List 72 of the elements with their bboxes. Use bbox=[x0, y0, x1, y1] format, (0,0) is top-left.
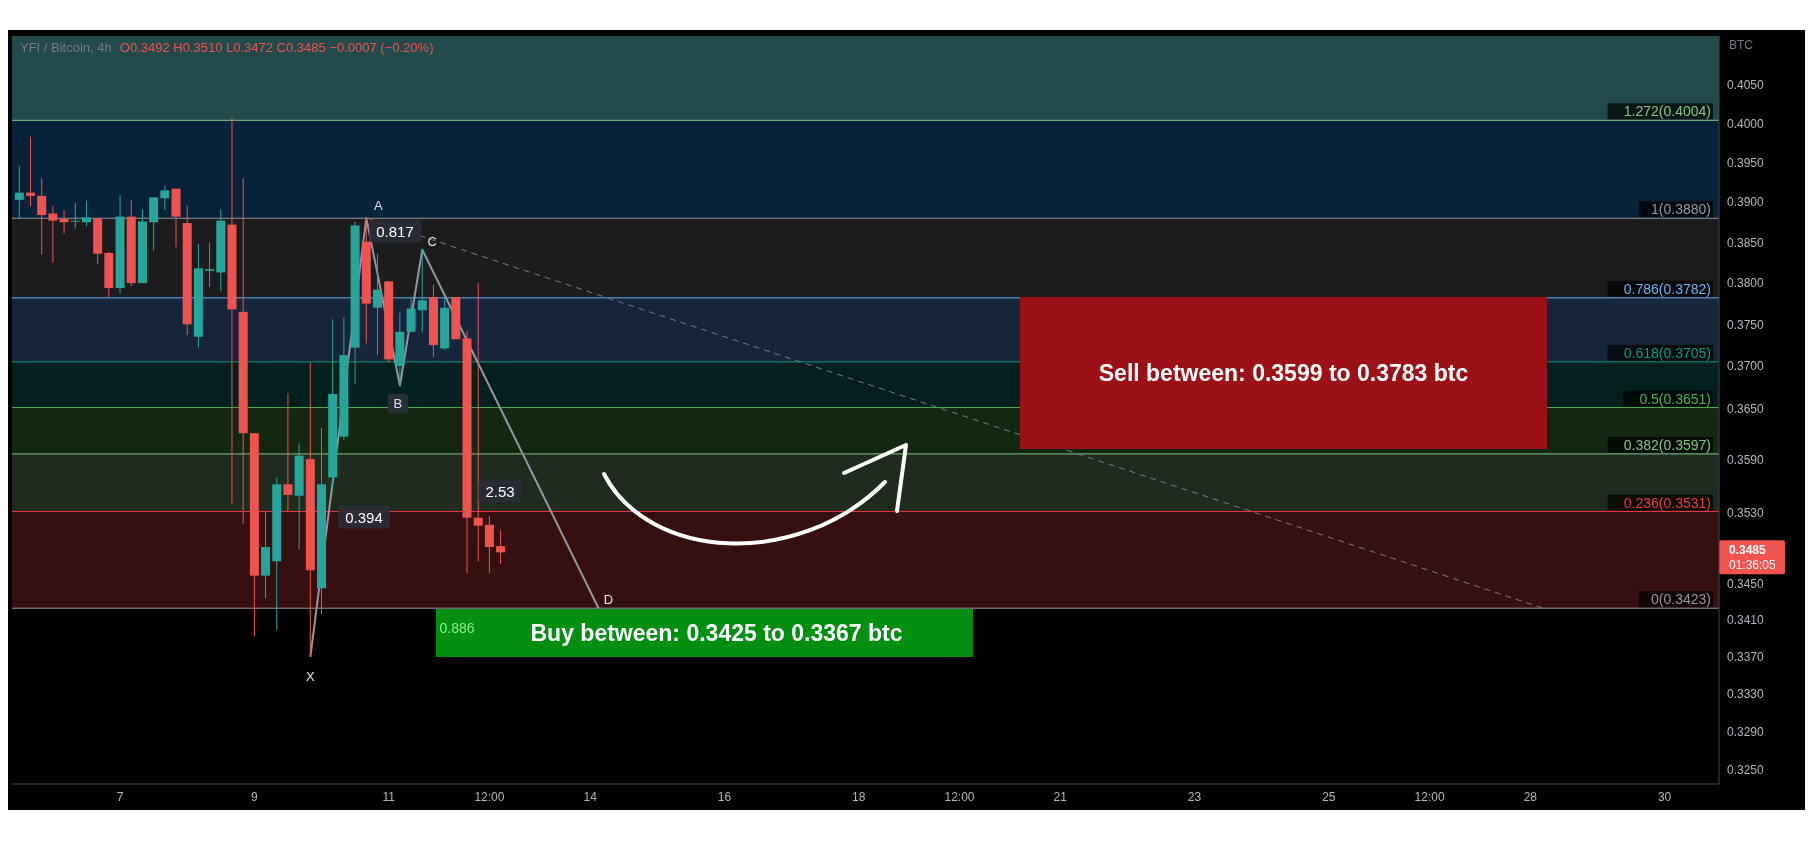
candlestick bbox=[48, 205, 58, 264]
candlestick bbox=[70, 202, 80, 230]
annotation: O0.3492 H0.3510 L0.3472 C0.3485 −0.0007 (−0.20%) bbox=[119, 40, 434, 55]
sell-box: Sell between: 0.3599 to 0.3783 btc bbox=[1020, 297, 1547, 449]
ref-line-label: 0.382(0.3597) bbox=[1623, 436, 1711, 453]
x-tick-label: 25 bbox=[1322, 789, 1336, 804]
annotation: 0.817 bbox=[369, 219, 421, 243]
x-tick-label: 28 bbox=[1523, 789, 1538, 804]
y-tick-label: 0.3590 bbox=[1727, 453, 1765, 468]
x-tick-label: 9 bbox=[251, 789, 259, 804]
annotation: 0.394 bbox=[338, 505, 390, 529]
candlestick bbox=[496, 529, 506, 565]
y-tick-label: 0.3650 bbox=[1727, 401, 1765, 416]
x-tick-label: 11 bbox=[382, 789, 396, 804]
candlestick bbox=[59, 209, 69, 235]
text: 0.3485 bbox=[1729, 543, 1767, 558]
y-tick-label: 0.3750 bbox=[1727, 317, 1765, 332]
y-tick-label: 0.3530 bbox=[1727, 505, 1765, 520]
candlestick bbox=[372, 253, 382, 356]
candlestick bbox=[205, 241, 215, 288]
candlestick bbox=[473, 282, 483, 562]
ref-line-label: 0(0.3423) bbox=[1651, 591, 1711, 608]
candlestick bbox=[26, 136, 36, 207]
annotation: Sell between: 0.3599 to 0.3783 btc bbox=[1098, 359, 1469, 387]
y-tick-label: 0.3850 bbox=[1727, 235, 1765, 250]
ref-line-label: 1.272(0.4004) bbox=[1623, 103, 1711, 120]
x-tick-label: 21 bbox=[1053, 789, 1068, 804]
x-tick-label: 18 bbox=[852, 789, 866, 804]
x-tick-label: 7 bbox=[116, 789, 124, 804]
ref-line-label: 0.618(0.3705) bbox=[1623, 344, 1711, 361]
y-tick-label: 0.3450 bbox=[1727, 577, 1765, 592]
x-tick-label: 23 bbox=[1187, 789, 1202, 804]
text: 01:36:05 bbox=[1729, 558, 1777, 573]
annotation: 2.53 bbox=[478, 479, 522, 503]
y-axis-title: BTC bbox=[1729, 38, 1753, 52]
y-tick-label: 0.3410 bbox=[1727, 613, 1765, 628]
candlestick bbox=[160, 185, 170, 211]
candlestick bbox=[283, 392, 293, 513]
y-tick-label: 0.3800 bbox=[1727, 276, 1765, 291]
candlestick bbox=[81, 200, 91, 227]
x-tick-label: 12:00 bbox=[474, 789, 505, 804]
candlestick bbox=[484, 515, 494, 574]
y-tick-label: 0.3900 bbox=[1727, 195, 1765, 210]
candlestick bbox=[14, 165, 24, 220]
annotation: A bbox=[373, 198, 383, 214]
y-tick-label: 0.4000 bbox=[1727, 116, 1765, 131]
x-tick-label: 12:00 bbox=[944, 789, 975, 804]
y-tick-label: 0.3950 bbox=[1727, 155, 1765, 170]
y-tick-label: 0.3700 bbox=[1727, 359, 1765, 374]
x-tick-label: 12:00 bbox=[1414, 789, 1445, 804]
annotation: X bbox=[306, 668, 316, 684]
x-tick-label: 14 bbox=[583, 789, 598, 804]
ref-line-label: 0.786(0.3782) bbox=[1623, 280, 1711, 297]
x-tick-label: 16 bbox=[717, 789, 732, 804]
y-tick-label: 0.3330 bbox=[1727, 687, 1765, 702]
annotation: D bbox=[603, 592, 614, 608]
y-tick-label: 0.3370 bbox=[1727, 650, 1765, 665]
candlestick bbox=[37, 177, 47, 256]
chart-title: YFI / Bitcoin, 4h bbox=[20, 40, 112, 55]
annotation: B bbox=[393, 396, 403, 412]
y-tick-label: 0.3250 bbox=[1727, 762, 1765, 777]
annotation: Buy between: 0.3425 to 0.3367 btc bbox=[530, 619, 903, 647]
ref-line-label: 1(0.3880) bbox=[1651, 201, 1711, 218]
y-tick-label: 0.3290 bbox=[1727, 724, 1765, 739]
annotation: C bbox=[427, 233, 437, 249]
x-tick-label: 30 bbox=[1657, 789, 1672, 804]
ref-line-label: 0.5(0.3651) bbox=[1639, 390, 1711, 407]
y-tick-label: 0.4050 bbox=[1727, 78, 1765, 93]
candlestick bbox=[406, 297, 416, 333]
candlestick bbox=[417, 249, 427, 334]
ref-line-label: 0.236(0.3531) bbox=[1623, 494, 1711, 511]
annotation: 0.886 bbox=[439, 620, 475, 636]
